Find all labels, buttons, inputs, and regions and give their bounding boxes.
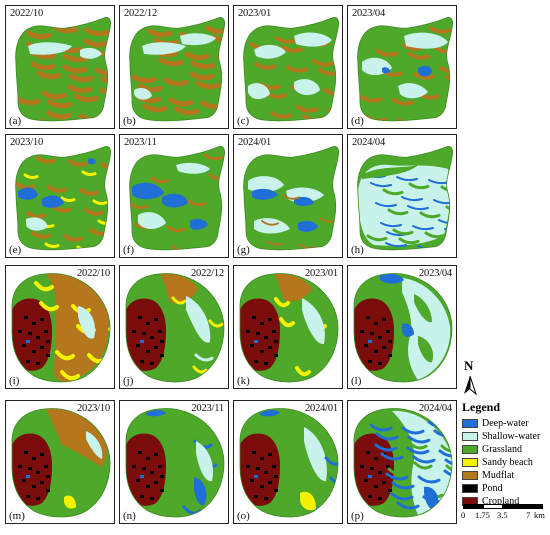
panel-date: 2023/01: [238, 8, 272, 19]
legend-swatch: [462, 458, 478, 467]
map-panel-p: 2024/04 (p): [347, 400, 457, 524]
legend-label: Mudflat: [482, 470, 515, 481]
land-cover-map: [357, 146, 454, 251]
scale-tick-label: 0: [461, 510, 466, 520]
scale-tick-label: 1.75: [475, 510, 490, 520]
panel-label: (k): [237, 375, 250, 387]
land-cover-map: [353, 408, 453, 518]
legend-label: Sandy beach: [482, 457, 533, 468]
legend-title: Legend: [462, 400, 501, 414]
map-panel-e: 2023/10 (e): [5, 134, 115, 258]
legend-item-sandy-beach: Sandy beach: [462, 456, 550, 469]
legend-swatch: [462, 419, 478, 428]
panel-date: 2023/04: [418, 268, 452, 279]
legend-label: Deep-water: [482, 418, 529, 429]
panel-label: (j): [123, 375, 134, 387]
scale-bar: 0 1.75 3.5 7 km: [461, 504, 545, 526]
panel-date: 2022/12: [190, 268, 224, 279]
legend-label: Pond: [482, 483, 503, 494]
map-panel-c: 2023/01 (c): [233, 5, 343, 129]
panel-date: 2023/10: [76, 403, 110, 414]
panel-date: 2023/10: [10, 137, 44, 148]
scale-segment: [463, 504, 483, 509]
panel-label: (a): [9, 115, 22, 127]
land-cover-map: [239, 408, 339, 518]
legend-swatch: [462, 484, 478, 493]
legend-item-mudflat: Mudflat: [462, 469, 550, 482]
panel-date: 2024/04: [418, 403, 452, 414]
map-panel-l: 2023/04 (l): [347, 265, 457, 389]
panel-label: (e): [9, 244, 22, 256]
panel-label: (n): [123, 510, 136, 522]
map-panel-h: 2024/04 (h): [347, 134, 457, 258]
land-cover-map: [125, 408, 225, 518]
panel-date: 2023/11: [124, 137, 157, 148]
land-cover-map: [129, 17, 226, 122]
panel-label: (h): [351, 244, 364, 256]
land-cover-map: [15, 146, 112, 251]
land-cover-map: [353, 273, 453, 383]
scale-segment: [483, 504, 503, 509]
land-cover-map: [243, 17, 340, 122]
panel-label: (m): [9, 510, 25, 522]
scale-segment: [503, 504, 543, 509]
scale-unit-label: km: [534, 510, 545, 520]
legend-item-pond: Pond: [462, 482, 550, 495]
panel-label: (p): [351, 510, 364, 522]
legend: Legend Deep-water Shallow-water Grasslan…: [462, 400, 550, 508]
panel-date: 2024/01: [304, 403, 338, 414]
map-panel-d: 2023/04 (d): [347, 5, 457, 129]
panel-label: (o): [237, 510, 250, 522]
map-panel-i: 2022/10 (i): [5, 265, 115, 389]
legend-swatch: [462, 432, 478, 441]
legend-swatch: [462, 445, 478, 454]
panel-date: 2024/01: [238, 137, 272, 148]
panel-date: 2023/11: [191, 403, 224, 414]
legend-swatch: [462, 471, 478, 480]
map-panel-g: 2024/01 (g): [233, 134, 343, 258]
panel-label: (f): [123, 244, 134, 256]
legend-item-shallow-water: Shallow-water: [462, 430, 550, 443]
panel-date: 2024/04: [352, 137, 386, 148]
map-panel-o: 2024/01 (o): [233, 400, 343, 524]
panel-label: (l): [351, 375, 362, 387]
panel-date: 2023/04: [352, 8, 386, 19]
north-label: N: [464, 358, 474, 373]
panel-date: 2022/10: [10, 8, 44, 19]
north-arrow-icon: [464, 375, 478, 396]
map-panel-b: 2022/12 (b): [119, 5, 229, 129]
panel-label: (d): [351, 115, 364, 127]
land-cover-map: [11, 408, 111, 518]
land-cover-map: [243, 146, 340, 251]
panel-label: (i): [9, 375, 20, 387]
panel-label: (b): [123, 115, 136, 127]
panel-date: 2022/12: [124, 8, 158, 19]
legend-item-grassland: Grassland: [462, 443, 550, 456]
land-cover-map: [239, 273, 339, 383]
map-panel-m: 2023/10 (m): [5, 400, 115, 524]
land-cover-map: [11, 273, 111, 383]
map-panel-n: 2023/11 (n): [119, 400, 229, 524]
land-cover-map: [15, 17, 112, 122]
map-panel-j: 2022/12 (j): [119, 265, 229, 389]
panel-date: 2023/01: [304, 268, 338, 279]
land-cover-map: [357, 17, 454, 122]
land-cover-map: [129, 146, 226, 251]
map-panel-k: 2023/01 (k): [233, 265, 343, 389]
panel-label: (c): [237, 115, 250, 127]
legend-label: Grassland: [482, 444, 522, 455]
land-cover-map: [125, 273, 225, 383]
scale-tick-label: 3.5: [497, 510, 508, 520]
legend-item-deep-water: Deep-water: [462, 417, 550, 430]
map-panel-a: 2022/10 (a): [5, 5, 115, 129]
map-panel-f: 2023/11 (f): [119, 134, 229, 258]
panel-label: (g): [237, 244, 250, 256]
legend-label: Cropland: [482, 496, 520, 507]
scale-tick-label: 7: [526, 510, 531, 520]
legend-label: Shallow-water: [482, 431, 541, 442]
panel-date: 2022/10: [76, 268, 110, 279]
